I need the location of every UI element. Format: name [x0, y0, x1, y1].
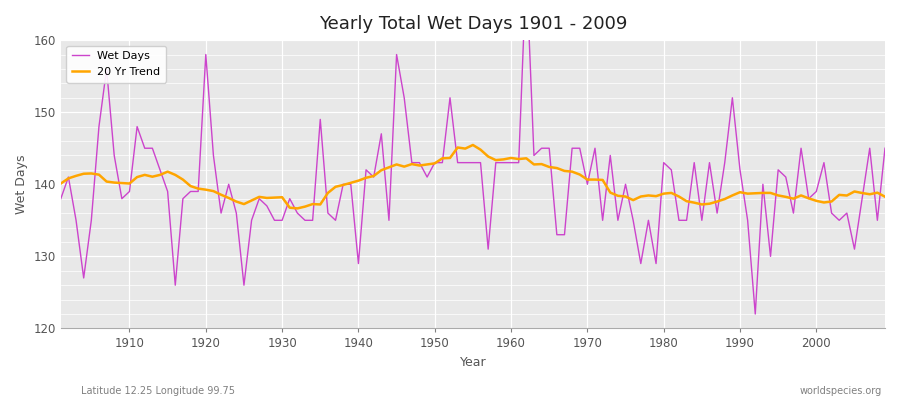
20 Yr Trend: [56, 181, 67, 186]
20 Yr Trend: [284, 205, 295, 210]
Wet Days: [498, 160, 508, 165]
Legend: Wet Days, 20 Yr Trend: Wet Days, 20 Yr Trend: [67, 46, 166, 82]
Wet Days: [750, 312, 760, 316]
Wet Days: [879, 146, 890, 151]
Line: 20 Yr Trend: 20 Yr Trend: [61, 145, 885, 208]
Line: Wet Days: Wet Days: [61, 0, 885, 314]
20 Yr Trend: [513, 157, 524, 162]
Wet Days: [605, 153, 616, 158]
Text: Latitude 12.25 Longitude 99.75: Latitude 12.25 Longitude 99.75: [81, 386, 235, 396]
Wet Days: [506, 160, 517, 165]
Title: Yearly Total Wet Days 1901 - 2009: Yearly Total Wet Days 1901 - 2009: [319, 15, 627, 33]
20 Yr Trend: [521, 156, 532, 161]
20 Yr Trend: [338, 182, 348, 187]
20 Yr Trend: [116, 181, 127, 186]
Wet Days: [330, 218, 341, 223]
Wet Days: [116, 196, 127, 201]
20 Yr Trend: [292, 206, 302, 211]
Wet Days: [284, 196, 295, 201]
Text: worldspecies.org: worldspecies.org: [800, 386, 882, 396]
20 Yr Trend: [467, 142, 478, 147]
20 Yr Trend: [879, 194, 890, 199]
20 Yr Trend: [613, 193, 624, 198]
X-axis label: Year: Year: [460, 356, 486, 369]
Wet Days: [56, 196, 67, 201]
Y-axis label: Wet Days: Wet Days: [15, 154, 28, 214]
